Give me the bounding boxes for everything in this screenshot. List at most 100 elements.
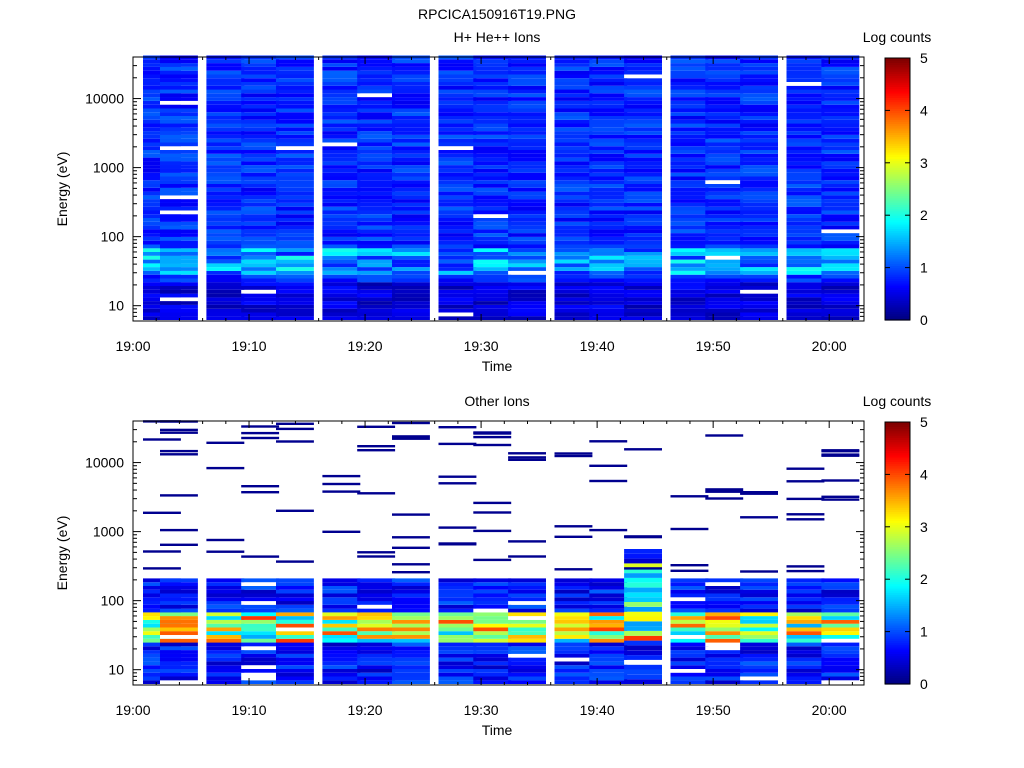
heatmap-cell xyxy=(508,267,546,271)
heatmap-cell xyxy=(740,104,778,109)
heatmap-cell xyxy=(705,631,744,635)
heatmap-cell xyxy=(705,187,744,192)
heatmap-cell xyxy=(392,601,430,605)
heatmap-cell xyxy=(392,191,430,196)
heatmap-cell xyxy=(392,93,430,98)
heatmap-cell xyxy=(624,123,662,128)
heatmap-cell xyxy=(624,286,662,290)
colorbar-segment xyxy=(885,73,910,77)
heatmap-cell xyxy=(705,312,744,317)
heatmap-cell xyxy=(438,657,477,662)
count-line xyxy=(554,535,593,538)
heatmap-cell xyxy=(670,248,709,252)
heatmap-cell xyxy=(589,229,628,234)
heatmap-cell xyxy=(624,66,662,71)
heatmap-cell xyxy=(589,97,628,101)
colorbar-segment xyxy=(885,450,910,454)
heatmap-cell xyxy=(624,70,662,75)
heatmap-cell xyxy=(508,282,546,286)
heatmap-cell xyxy=(206,206,245,211)
heatmap-cell xyxy=(357,214,396,218)
heatmap-cell xyxy=(740,184,778,188)
count-line xyxy=(786,480,825,483)
heatmap-cell xyxy=(670,585,709,590)
heatmap-cell xyxy=(786,248,825,252)
heatmap-cell xyxy=(322,74,361,79)
heatmap-cell xyxy=(160,312,198,317)
heatmap-cell xyxy=(624,558,662,564)
heatmap-cell xyxy=(241,289,280,294)
heatmap-cell xyxy=(241,585,280,590)
heatmap-cell xyxy=(276,623,314,628)
heatmap-cell xyxy=(670,157,709,162)
heatmap-cell xyxy=(473,619,512,624)
colorbar-segment xyxy=(885,162,910,166)
heatmap-cell xyxy=(508,297,546,302)
heatmap-cell xyxy=(821,657,860,662)
colorbar-segment xyxy=(885,189,910,192)
heatmap-cell xyxy=(670,616,709,620)
heatmap-cell xyxy=(821,293,860,298)
heatmap-cell xyxy=(160,593,198,598)
heatmap-cell xyxy=(392,252,430,256)
heatmap-cell xyxy=(624,293,662,298)
colorbar-segment xyxy=(885,568,910,572)
count-line xyxy=(241,425,280,428)
colorbar-segment xyxy=(885,461,910,465)
heatmap-cell xyxy=(624,78,662,82)
heatmap-cell xyxy=(589,233,628,237)
heatmap-cell xyxy=(322,597,361,602)
heatmap-cell xyxy=(705,70,744,75)
heatmap-cell xyxy=(786,116,825,120)
heatmap-cell xyxy=(786,304,825,309)
heatmap-cell xyxy=(160,214,198,218)
heatmap-cell xyxy=(740,638,778,643)
heatmap-cell xyxy=(438,199,477,203)
heatmap-cell xyxy=(508,274,546,279)
heatmap-cell xyxy=(786,187,825,192)
heatmap-cell xyxy=(241,301,280,305)
heatmap-cell xyxy=(740,116,778,120)
heatmap-cell xyxy=(392,661,430,666)
heatmap-cell xyxy=(554,312,593,317)
heatmap-cell xyxy=(276,97,314,101)
heatmap-cell xyxy=(589,589,628,594)
count-line xyxy=(206,466,245,470)
heatmap-cell xyxy=(276,293,314,298)
heatmap-cell xyxy=(740,263,778,268)
heatmap-cell xyxy=(508,218,546,222)
heatmap-cell xyxy=(670,63,709,67)
count-line xyxy=(786,569,825,573)
heatmap-cell xyxy=(160,631,198,635)
colorbar-segment xyxy=(885,653,910,657)
heatmap-cell xyxy=(624,138,662,143)
heatmap-cell xyxy=(589,202,628,207)
colorbar-segment xyxy=(885,463,910,467)
heatmap-cell xyxy=(740,161,778,166)
heatmap-cell xyxy=(554,676,593,681)
heatmap-cell xyxy=(508,63,546,67)
colorbar-segment xyxy=(885,311,910,315)
colorbar-segment xyxy=(885,313,910,317)
heatmap-cell xyxy=(786,108,825,113)
count-line xyxy=(705,434,744,437)
heatmap-cell xyxy=(357,278,396,283)
heatmap-cell xyxy=(786,680,825,684)
heatmap-cell xyxy=(206,627,245,632)
heatmap-cell xyxy=(206,187,245,192)
heatmap-cell xyxy=(786,259,825,264)
count-line xyxy=(241,436,280,440)
heatmap-cell xyxy=(740,146,778,150)
heatmap-cell xyxy=(624,131,662,135)
heatmap-cell xyxy=(624,187,662,192)
count-line xyxy=(554,568,593,571)
heatmap-cell xyxy=(589,601,628,605)
colorbar-tick-label: 1 xyxy=(920,624,928,640)
heatmap-cell xyxy=(276,157,314,162)
colorbar-segment xyxy=(885,101,910,105)
colorbar-segment xyxy=(885,603,910,606)
heatmap-cell xyxy=(624,577,662,583)
heatmap-cell xyxy=(160,187,198,192)
heatmap-cell xyxy=(357,665,396,669)
